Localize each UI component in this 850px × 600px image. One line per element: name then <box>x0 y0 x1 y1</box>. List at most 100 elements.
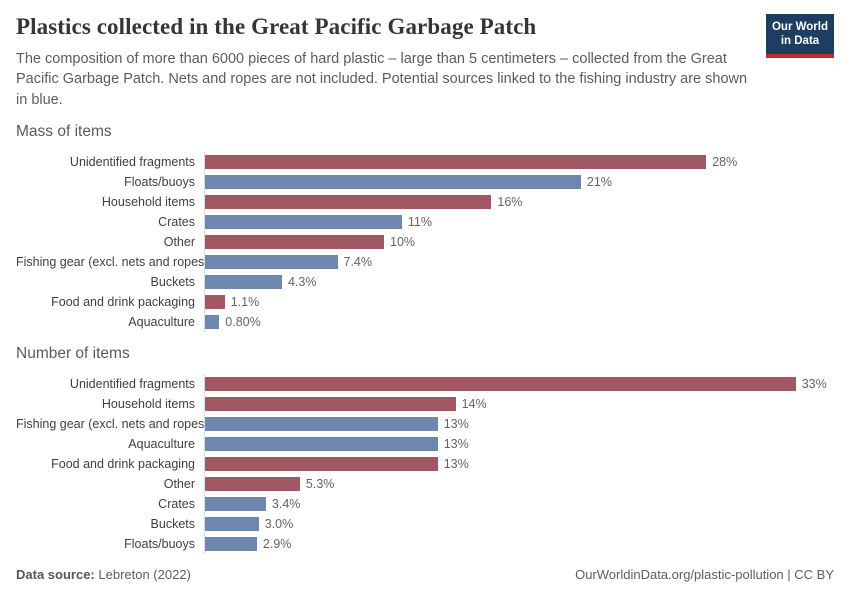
bar[interactable] <box>205 416 438 431</box>
category-label: Crates <box>158 214 195 229</box>
bar-zone: 13% <box>204 433 834 454</box>
bar[interactable] <box>205 456 438 471</box>
bar-zone: 14% <box>204 393 834 414</box>
bar[interactable] <box>205 376 796 391</box>
bar[interactable] <box>205 496 266 511</box>
category-label: Unidentified fragments <box>69 154 195 169</box>
category-label: Buckets <box>150 516 195 531</box>
bar-zone: 4.3% <box>204 271 834 292</box>
bar-zone: 5.3% <box>204 473 834 494</box>
category-label: Aquaculture <box>128 314 195 329</box>
bar-zone: 2.9% <box>204 533 834 554</box>
data-source-label: Data source: <box>16 567 95 582</box>
bar-row: Buckets 3.0% <box>16 513 834 534</box>
bar-zone: 16% <box>204 191 834 212</box>
category-label: Buckets <box>150 274 195 289</box>
bar-row: Household items 14% <box>16 393 834 414</box>
page-title: Plastics collected in the Great Pacific … <box>16 14 537 39</box>
bar-row: Aquaculture 0.80% <box>16 311 834 332</box>
rows: Unidentified fragments 33% Household items… <box>16 373 834 554</box>
bar-row: Floats/buoys 21% <box>16 171 834 192</box>
value-label: 13% <box>443 436 469 451</box>
bar[interactable] <box>205 174 581 189</box>
bar-row: Food and drink packaging 13% <box>16 453 834 474</box>
bar[interactable] <box>205 214 402 229</box>
bar-zone: 0.80% <box>204 311 834 332</box>
bar[interactable] <box>205 194 492 209</box>
bar[interactable] <box>205 314 220 329</box>
bar-row: Fishing gear (excl. nets and ropes) 13% <box>16 413 834 434</box>
header: Plastics collected in the Great Pacific … <box>16 14 834 110</box>
bar-zone: 1.1% <box>204 291 834 312</box>
value-label: 7.4% <box>343 254 373 269</box>
bar-zone: 21% <box>204 171 834 192</box>
category-label: Household items <box>101 396 195 411</box>
bar-zone: 13% <box>204 413 834 434</box>
category-label: Fishing gear (excl. nets and ropes) <box>16 416 209 431</box>
owid-logo: Our World in Data <box>766 14 834 58</box>
value-label: 2.9% <box>262 536 292 551</box>
bar-zone: 10% <box>204 231 834 252</box>
bar-row: Floats/buoys 2.9% <box>16 533 834 554</box>
section-mass: Mass of items Unidentified fragments 28% F… <box>16 123 834 332</box>
bar-row: Unidentified fragments 28% <box>16 151 834 172</box>
bar[interactable] <box>205 396 456 411</box>
bar[interactable] <box>205 476 300 491</box>
bar-row: Crates 3.4% <box>16 493 834 514</box>
category-label: Aquaculture <box>128 436 195 451</box>
value-label: 21% <box>586 174 612 189</box>
data-source: Data source: Lebreton (2022) <box>16 567 191 582</box>
value-label: 0.80% <box>225 314 261 329</box>
bar[interactable] <box>205 294 225 309</box>
bar-row: Household items 16% <box>16 191 834 212</box>
category-label: Floats/buoys <box>124 174 195 189</box>
bar-row: Food and drink packaging 1.1% <box>16 291 834 312</box>
bar[interactable] <box>205 234 384 249</box>
bar[interactable] <box>205 154 707 169</box>
section-number: Number of items Unidentified fragments 33… <box>16 345 834 554</box>
owid-logo-line2: in Data <box>780 35 820 48</box>
category-label: Fishing gear (excl. nets and ropes) <box>16 254 209 269</box>
section-title: Mass of items <box>16 122 112 140</box>
value-label: 11% <box>407 214 432 229</box>
value-label: 16% <box>497 194 523 209</box>
category-label: Food and drink packaging <box>51 456 195 471</box>
bar-row: Aquaculture 13% <box>16 433 834 454</box>
bar-row: Fishing gear (excl. nets and ropes) 7.4% <box>16 251 834 272</box>
category-label: Other <box>163 234 195 249</box>
category-label: Household items <box>101 194 195 209</box>
category-label: Crates <box>158 496 195 511</box>
bar[interactable] <box>205 436 438 451</box>
value-label: 1.1% <box>230 294 260 309</box>
category-label: Food and drink packaging <box>51 294 195 309</box>
bar-zone: 33% <box>204 373 834 394</box>
bar-row: Crates 11% <box>16 211 834 232</box>
bar-row: Unidentified fragments 33% <box>16 373 834 394</box>
value-label: 13% <box>443 416 469 431</box>
bar[interactable] <box>205 536 257 551</box>
bar[interactable] <box>205 254 338 269</box>
bar-row: Buckets 4.3% <box>16 271 834 292</box>
owid-logo-line1: Our World <box>771 21 828 33</box>
bar-row: Other 10% <box>16 231 834 252</box>
category-label: Unidentified fragments <box>69 376 195 391</box>
bar-zone: 3.4% <box>204 493 834 514</box>
bar-zone: 28% <box>204 151 834 172</box>
value-label: 13% <box>443 456 469 471</box>
value-label: 28% <box>712 154 738 169</box>
section-title: Number of items <box>16 344 130 362</box>
bar-zone: 7.4% <box>204 251 834 272</box>
chart-subtitle: The composition of more than 6000 pieces… <box>16 51 748 108</box>
bar-zone: 11% <box>204 211 834 232</box>
value-label: 3.4% <box>271 496 301 511</box>
bar[interactable] <box>205 274 282 289</box>
footer: Data source: Lebreton (2022) OurWorldinD… <box>16 567 834 582</box>
value-label: 5.3% <box>305 476 335 491</box>
value-label: 4.3% <box>288 274 317 289</box>
bar[interactable] <box>205 516 259 531</box>
credit-link[interactable]: OurWorldinData.org/plastic-pollution | C… <box>575 567 834 582</box>
value-label: 33% <box>801 376 827 391</box>
value-label: 10% <box>390 234 416 249</box>
bar-zone: 3.0% <box>204 513 834 534</box>
